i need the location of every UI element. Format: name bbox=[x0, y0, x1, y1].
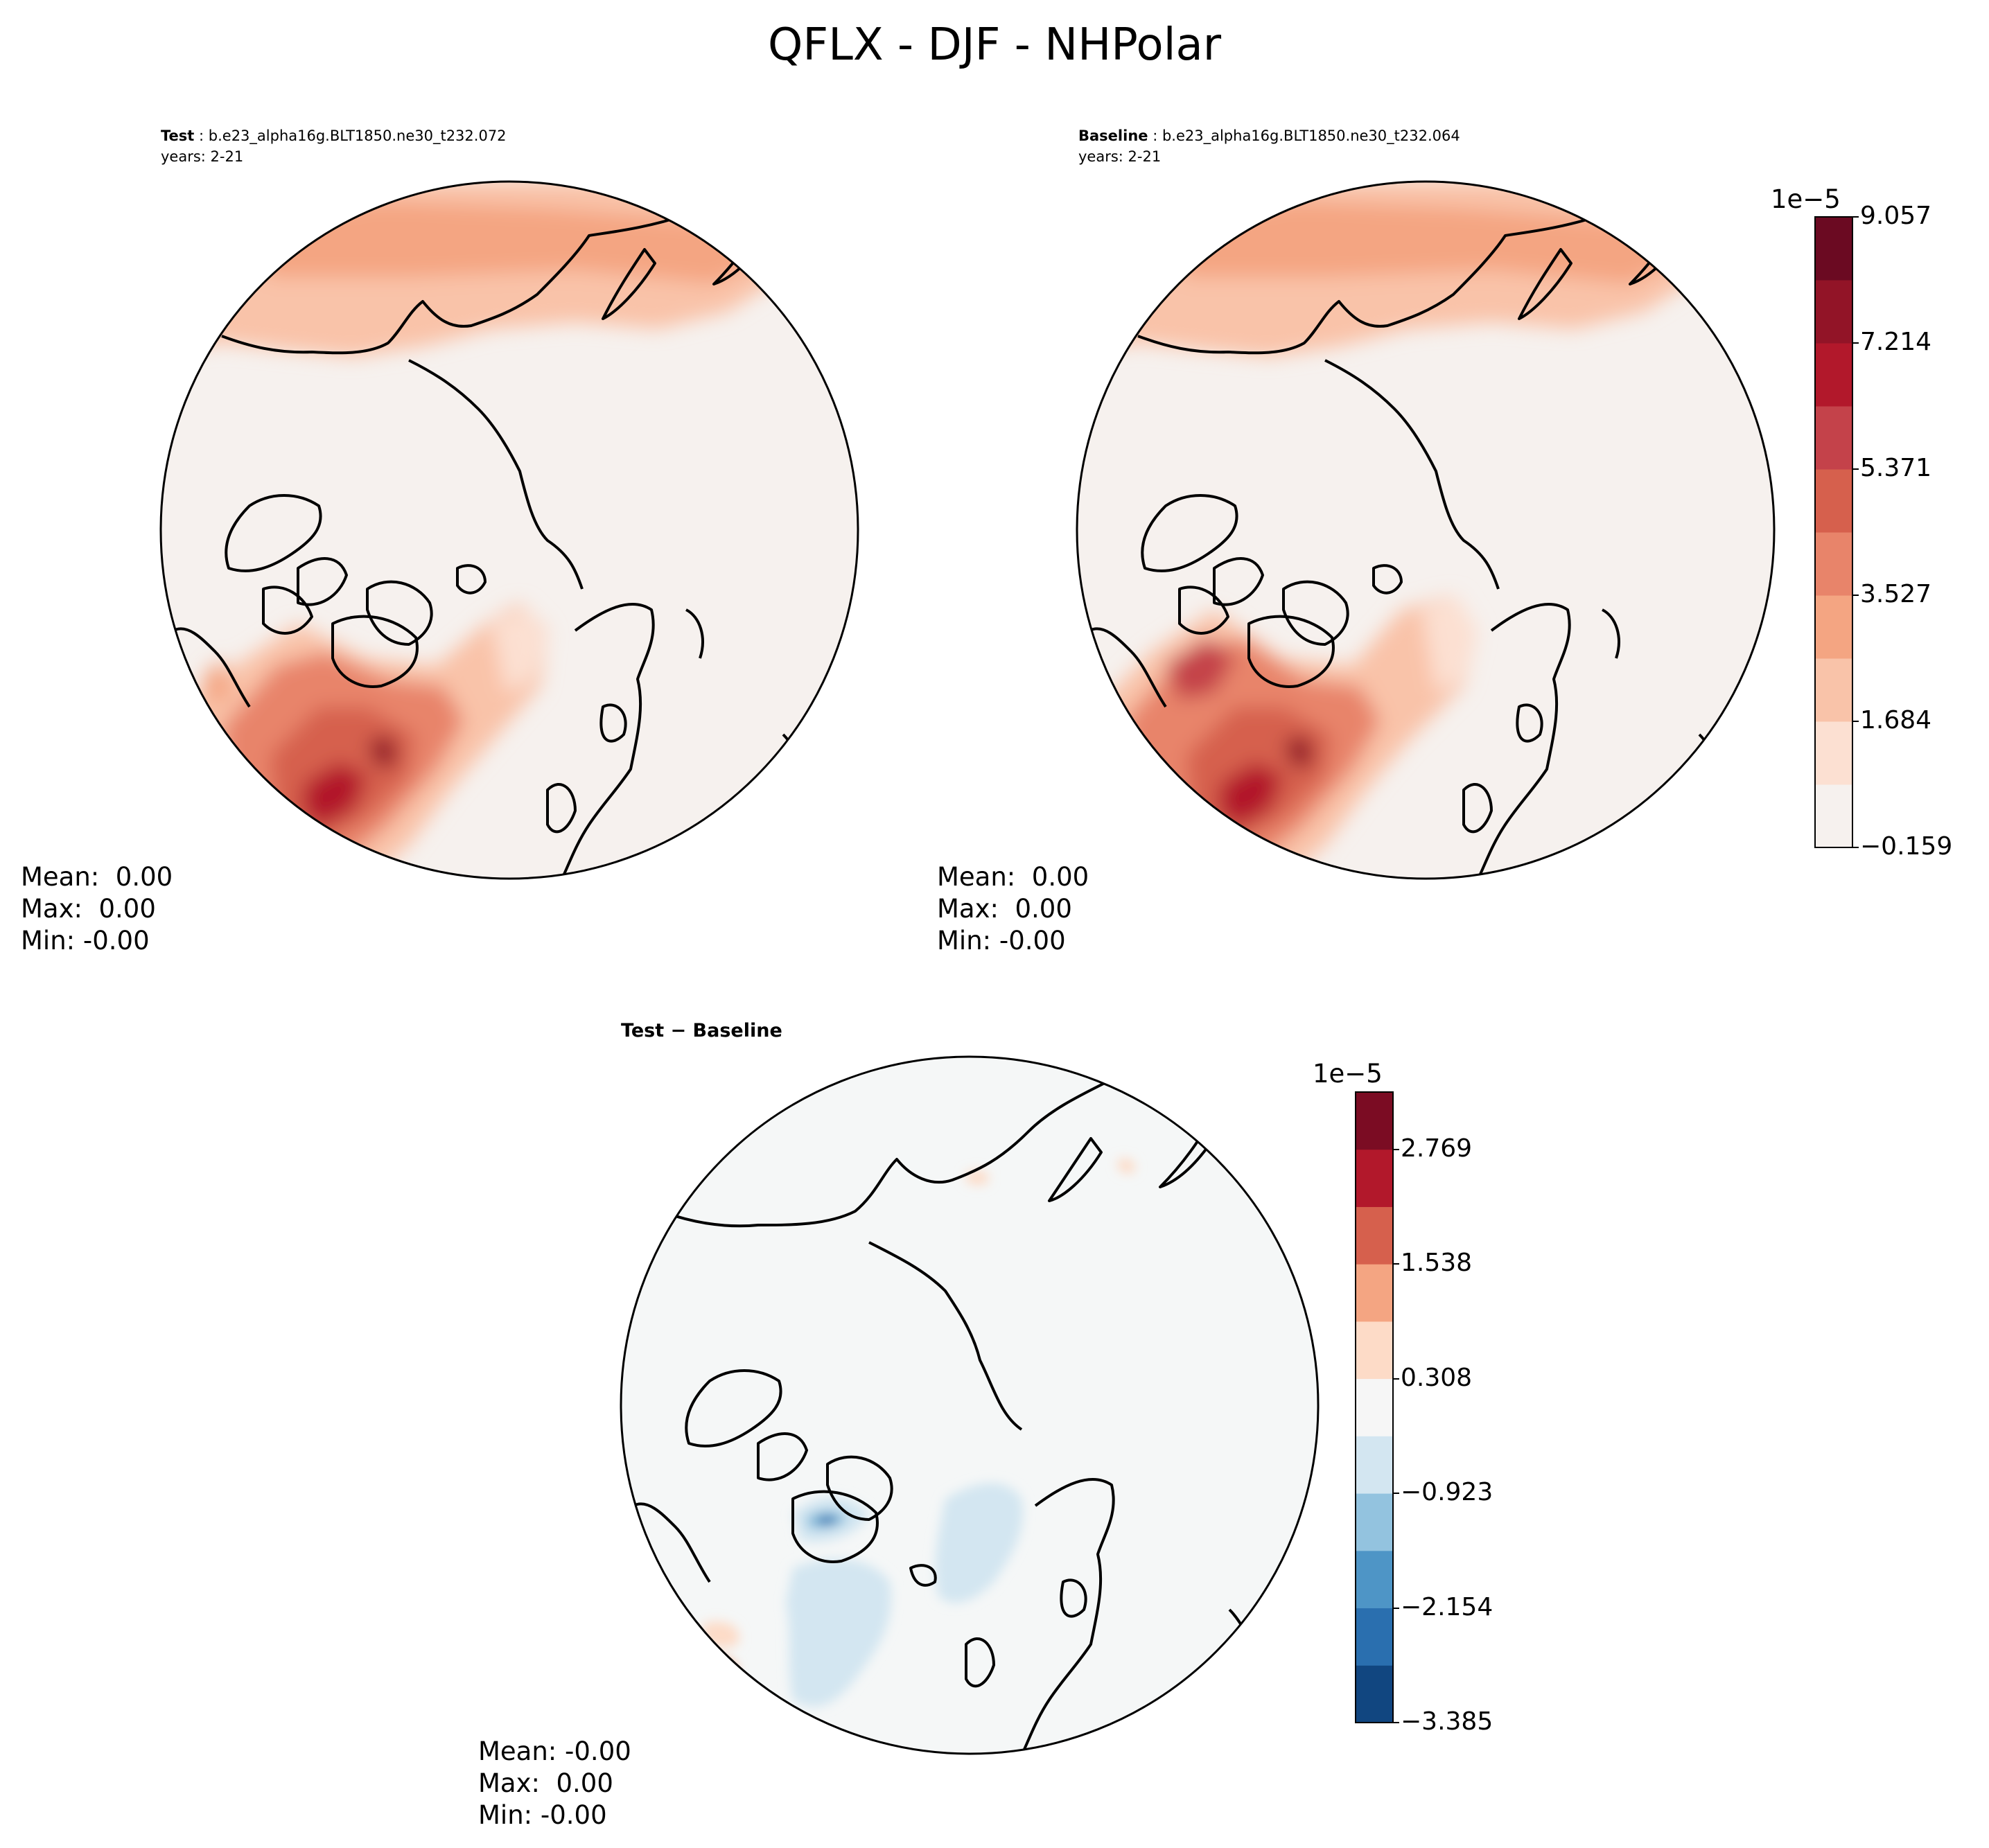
difference-colorbar-tick-mark bbox=[1394, 1378, 1399, 1380]
difference-colorbar-bands bbox=[1356, 1092, 1393, 1723]
difference-colorbar-tick-label: −0.923 bbox=[1401, 1478, 1493, 1507]
difference-colorbar-tick-mark bbox=[1394, 1607, 1399, 1609]
test-panel-title: Test : b.e23_alpha16g.BLT1850.ne30_t232.… bbox=[161, 125, 507, 167]
baseline-stats: Mean: 0.00 Max: 0.00 Min: -0.00 bbox=[937, 861, 1089, 957]
baseline-stat-mean: Mean: 0.00 bbox=[937, 862, 1089, 892]
main-colorbar-tick-label: 5.371 bbox=[1860, 454, 1932, 482]
test-separator: : bbox=[194, 127, 209, 144]
difference-colorbar-tick-mark bbox=[1394, 1148, 1399, 1150]
difference-panel-title: Test − Baseline bbox=[621, 1020, 782, 1041]
baseline-panel-title: Baseline : b.e23_alpha16g.BLT1850.ne30_t… bbox=[1078, 125, 1460, 167]
main-colorbar-band bbox=[1815, 784, 1852, 848]
difference-colorbar-tick-label: −2.154 bbox=[1401, 1592, 1493, 1621]
difference-colorbar-frame bbox=[1355, 1091, 1394, 1723]
main-colorbar-frame bbox=[1814, 216, 1853, 848]
difference-colorbar-band bbox=[1356, 1321, 1393, 1380]
test-coastlines bbox=[173, 203, 819, 879]
difference-stat-min: Min: -0.00 bbox=[478, 1800, 607, 1830]
test-map-boundary bbox=[159, 180, 859, 880]
main-colorbar-band bbox=[1815, 217, 1852, 281]
test-years-label: years: 2-21 bbox=[161, 148, 244, 165]
test-stats: Mean: 0.00 Max: 0.00 Min: -0.00 bbox=[21, 861, 173, 957]
main-colorbar-tick-mark bbox=[1853, 721, 1859, 722]
test-map bbox=[159, 180, 859, 880]
difference-colorbar-band bbox=[1356, 1665, 1393, 1723]
difference-colorbar-band bbox=[1356, 1493, 1393, 1551]
difference-background-field bbox=[621, 1057, 1318, 1754]
main-colorbar-exponent: 1e−5 bbox=[1771, 184, 1841, 214]
figure-title: QFLX - DJF - NHPolar bbox=[768, 19, 1221, 71]
test-stat-mean: Mean: 0.00 bbox=[21, 862, 173, 892]
main-colorbar-tick-mark bbox=[1853, 216, 1859, 218]
main-colorbar-band bbox=[1815, 532, 1852, 596]
difference-map bbox=[620, 1055, 1320, 1755]
main-colorbar-tick-mark bbox=[1853, 342, 1859, 344]
difference-colorbar-tick-label: −3.385 bbox=[1401, 1707, 1493, 1736]
difference-stat-mean: Mean: -0.00 bbox=[478, 1736, 631, 1766]
difference-stats: Mean: -0.00 Max: 0.00 Min: -0.00 bbox=[478, 1736, 631, 1831]
difference-stat-max: Max: 0.00 bbox=[478, 1768, 613, 1798]
baseline-map-boundary bbox=[1076, 180, 1776, 880]
difference-colorbar-band bbox=[1356, 1092, 1393, 1150]
difference-colorbar-band bbox=[1356, 1550, 1393, 1609]
test-contour-field bbox=[161, 182, 858, 879]
test-case-name: b.e23_alpha16g.BLT1850.ne30_t232.072 bbox=[208, 127, 507, 144]
difference-colorbar-band bbox=[1356, 1608, 1393, 1666]
baseline-stat-max: Max: 0.00 bbox=[937, 894, 1072, 924]
difference-colorbar-exponent: 1e−5 bbox=[1313, 1059, 1383, 1089]
difference-colorbar-tick-label: 1.538 bbox=[1401, 1249, 1473, 1278]
baseline-case-name: b.e23_alpha16g.BLT1850.ne30_t232.064 bbox=[1162, 127, 1460, 144]
main-colorbar-band bbox=[1815, 469, 1852, 533]
main-colorbar-band bbox=[1815, 595, 1852, 659]
baseline-role-label: Baseline bbox=[1078, 127, 1148, 144]
difference-colorbar-band bbox=[1356, 1378, 1393, 1436]
main-colorbar-tick-label: −0.159 bbox=[1860, 832, 1953, 861]
baseline-stat-min: Min: -0.00 bbox=[937, 926, 1066, 956]
baseline-map bbox=[1076, 180, 1776, 880]
difference-colorbar-band bbox=[1356, 1206, 1393, 1265]
baseline-separator: : bbox=[1148, 127, 1162, 144]
main-colorbar bbox=[1814, 216, 1853, 848]
difference-colorbar-tick-label: 0.308 bbox=[1401, 1363, 1473, 1392]
baseline-coastlines bbox=[1089, 203, 1735, 879]
difference-colorbar-tick-mark bbox=[1394, 1263, 1399, 1265]
difference-map-boundary bbox=[620, 1055, 1320, 1755]
main-colorbar-band bbox=[1815, 343, 1852, 407]
main-colorbar-band bbox=[1815, 658, 1852, 722]
main-colorbar-band bbox=[1815, 721, 1852, 785]
difference-colorbar-band bbox=[1356, 1264, 1393, 1322]
main-colorbar-tick-mark bbox=[1853, 595, 1859, 596]
main-colorbar-tick-label: 9.057 bbox=[1860, 202, 1932, 230]
main-colorbar-tick-label: 7.214 bbox=[1860, 328, 1932, 356]
difference-colorbar-tick-mark bbox=[1394, 1493, 1399, 1495]
difference-colorbar-band bbox=[1356, 1436, 1393, 1494]
main-colorbar-tick-label: 3.527 bbox=[1860, 580, 1932, 608]
baseline-years-label: years: 2-21 bbox=[1078, 148, 1162, 165]
main-colorbar-band bbox=[1815, 406, 1852, 470]
difference-colorbar-tick-label: 2.769 bbox=[1401, 1134, 1473, 1163]
difference-colorbar-band bbox=[1356, 1149, 1393, 1207]
test-stat-max: Max: 0.00 bbox=[21, 894, 156, 924]
test-stat-min: Min: -0.00 bbox=[21, 926, 150, 956]
main-colorbar-tick-mark bbox=[1853, 468, 1859, 470]
difference-contour-field bbox=[703, 1159, 1135, 1707]
difference-colorbar bbox=[1355, 1091, 1394, 1723]
main-colorbar-tick-mark bbox=[1853, 847, 1859, 848]
main-colorbar-bands bbox=[1815, 217, 1852, 848]
difference-colorbar-tick-mark bbox=[1394, 1722, 1399, 1723]
main-colorbar-band bbox=[1815, 280, 1852, 344]
test-role-label: Test bbox=[161, 127, 195, 144]
main-colorbar-tick-label: 1.684 bbox=[1860, 706, 1932, 734]
